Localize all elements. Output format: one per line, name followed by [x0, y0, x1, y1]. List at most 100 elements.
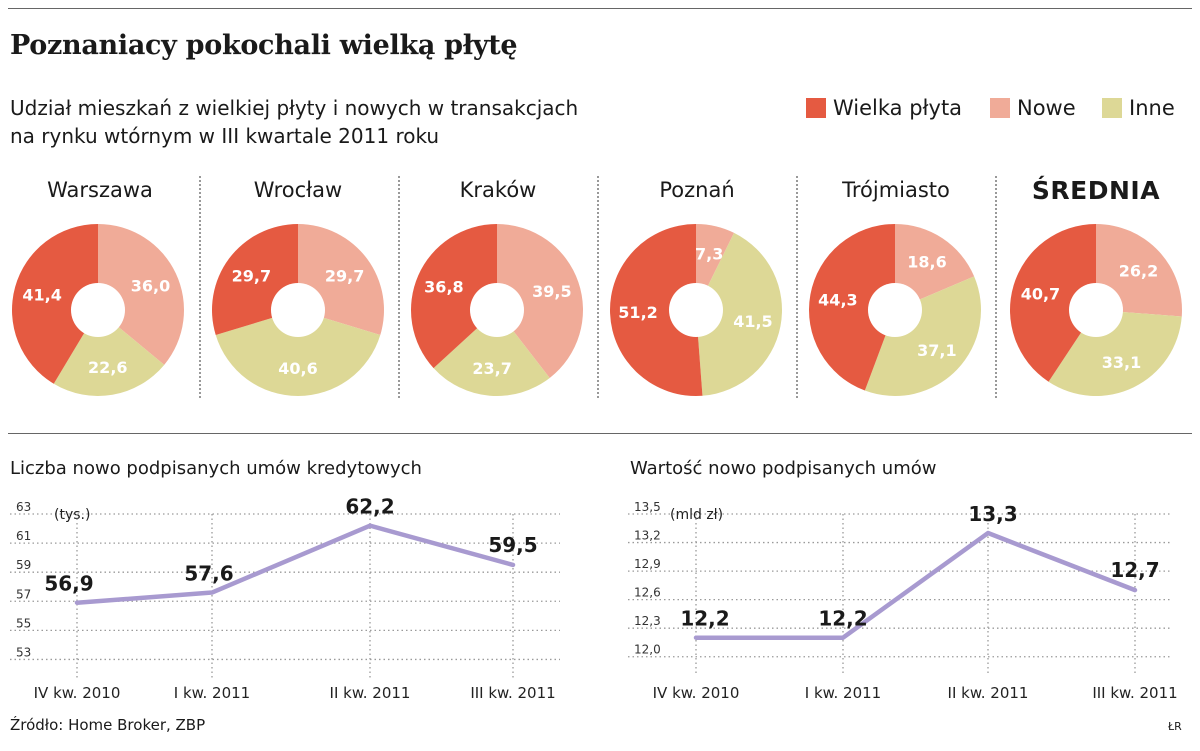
- donut-value-label: 39,5: [532, 282, 571, 301]
- x-category-label: II kw. 2011: [948, 684, 1029, 702]
- donut-slice-nowe: [98, 224, 184, 365]
- x-category-label: I kw. 2011: [805, 684, 881, 702]
- series-line: [693, 530, 1138, 640]
- donut-slice-inne: [864, 276, 982, 397]
- legend-label: Inne: [1129, 96, 1175, 120]
- y-tick-label: 61: [16, 529, 31, 543]
- y-tick-label: 57: [16, 587, 31, 601]
- city-title-srednia: ŚREDNIA: [1031, 176, 1161, 205]
- legend-item-inne: Inne: [1102, 96, 1175, 120]
- x-category-label: III kw. 2011: [470, 684, 555, 702]
- legend-label: Nowe: [1017, 96, 1076, 120]
- donut-value-label: 40,6: [278, 359, 317, 378]
- column-separator: [995, 176, 997, 398]
- donut-slice-wielka-plyta: [809, 224, 895, 391]
- author-credit: ŁR: [1168, 720, 1182, 733]
- column-separator: [398, 176, 400, 398]
- city-title-trojmiasto: Trójmiasto: [842, 178, 950, 202]
- donut-slice-inne: [53, 310, 165, 396]
- chart-subtitle: Udział mieszkań z wielkiej płyty i nowyc…: [10, 94, 710, 150]
- city-title-krakow: Kraków: [459, 178, 537, 202]
- donut-hole: [271, 283, 325, 337]
- donut-charts: 36,0 22,6 41,4 29,7 40,6 29,7 39,5 23,7 36,8 7,3 4…: [12, 223, 1182, 397]
- source-note: Źródło: Home Broker, ZBP: [10, 716, 206, 734]
- unit-label: (tys.): [54, 507, 90, 523]
- donut-value-label: 37,1: [917, 341, 956, 360]
- data-label: 12,2: [818, 607, 867, 631]
- right-line-chart-title: Wartość nowo podpisanych umów: [630, 458, 937, 479]
- data-label: 62,2: [345, 495, 394, 519]
- legend-swatch: [806, 98, 826, 118]
- donut-hole: [868, 283, 922, 337]
- column-separator: [597, 176, 599, 398]
- city-title-poznan: Poznań: [659, 178, 735, 202]
- donut-hole: [71, 283, 125, 337]
- left-line-chart-title: Liczba nowo podpisanych umów kredytowych: [10, 458, 422, 479]
- donut-hole: [470, 283, 524, 337]
- y-tick-label: 63: [16, 500, 31, 514]
- donut-slice-nowe: [497, 223, 584, 378]
- x-category-label: III kw. 2011: [1092, 684, 1177, 702]
- x-category-label: IV kw. 2010: [34, 684, 121, 702]
- y-tick-label: 55: [16, 616, 31, 630]
- column-separator: [199, 176, 201, 398]
- donut-slice-inne: [215, 310, 381, 396]
- donut-value-label: 29,7: [325, 266, 364, 285]
- legend-swatch: [1102, 98, 1122, 118]
- y-tick-label: 12,0: [634, 643, 661, 657]
- donut-value-label: 18,6: [907, 253, 946, 272]
- donut-slice-nowe: [895, 224, 975, 310]
- line-charts: 53 55 57 59 61 63 (tys.) IV kw. 2010 I kw. 2011 I…: [10, 495, 1178, 702]
- legend-item-nowe: Nowe: [990, 96, 1076, 120]
- donut-value-label: 51,2: [618, 303, 657, 322]
- chart-title: Poznaniacy pokochali wielką płytę: [10, 30, 518, 61]
- donut-value-label: 33,1: [1102, 353, 1141, 372]
- data-label: 57,6: [184, 562, 233, 586]
- y-tick-label: 12,6: [634, 586, 661, 600]
- donut-value-label: 36,0: [131, 276, 170, 295]
- column-separator: [796, 176, 798, 398]
- x-category-label: IV kw. 2010: [653, 684, 740, 702]
- data-label: 12,7: [1110, 558, 1159, 582]
- y-tick-label: 13,2: [634, 529, 661, 543]
- subtitle-line-2: na rynku wtórnym w III kwartale 2011 rok…: [10, 124, 440, 148]
- subtitle-line-1: Udział mieszkań z wielkiej płyty i nowyc…: [10, 96, 579, 120]
- donut-slice-nowe: [1096, 224, 1182, 317]
- middle-rule: [8, 433, 1192, 434]
- city-title-warszawa: Warszawa: [47, 178, 153, 202]
- data-label: 13,3: [968, 502, 1017, 526]
- y-tick-label: 13,5: [634, 500, 661, 514]
- donut-slice-wielka-plyta: [411, 224, 497, 369]
- donut-value-label: 22,6: [88, 358, 127, 377]
- series-line: [74, 523, 516, 605]
- donut-slice-wielka-plyta: [12, 224, 98, 384]
- donut-slice-wielka-plyta: [1009, 224, 1096, 382]
- donut-slice-inne: [433, 310, 550, 396]
- donut-value-label: 36,8: [424, 278, 463, 297]
- donut-hole: [1069, 283, 1123, 337]
- donut-value-label: 40,7: [1021, 284, 1060, 303]
- y-tick-label: 12,9: [634, 557, 661, 571]
- top-rule: [8, 8, 1192, 9]
- data-label: 59,5: [488, 533, 537, 557]
- x-category-label: II kw. 2011: [330, 684, 411, 702]
- donut-value-label: 41,5: [733, 312, 772, 331]
- legend-label: Wielka płyta: [833, 96, 963, 120]
- donut-slice-wielka-plyta: [609, 223, 703, 396]
- donut-value-label: 26,2: [1119, 262, 1158, 281]
- legend-swatch: [990, 98, 1010, 118]
- data-label: 56,9: [44, 572, 93, 596]
- donut-value-label: 44,3: [818, 291, 857, 310]
- y-tick-label: 59: [16, 558, 31, 572]
- x-category-label: I kw. 2011: [174, 684, 250, 702]
- donut-slice-inne: [696, 232, 782, 396]
- donut-value-label: 23,7: [472, 359, 511, 378]
- donut-value-label: 41,4: [22, 286, 61, 305]
- city-title-wroclaw: Wrocław: [253, 178, 343, 202]
- donut-value-label: 29,7: [232, 266, 271, 285]
- data-label: 12,2: [680, 607, 729, 631]
- donut-hole: [669, 283, 723, 337]
- donut-value-label: 7,3: [695, 245, 723, 264]
- legend-item-wielka-plyta: Wielka płyta: [806, 96, 962, 120]
- y-tick-label: 12,3: [634, 614, 661, 628]
